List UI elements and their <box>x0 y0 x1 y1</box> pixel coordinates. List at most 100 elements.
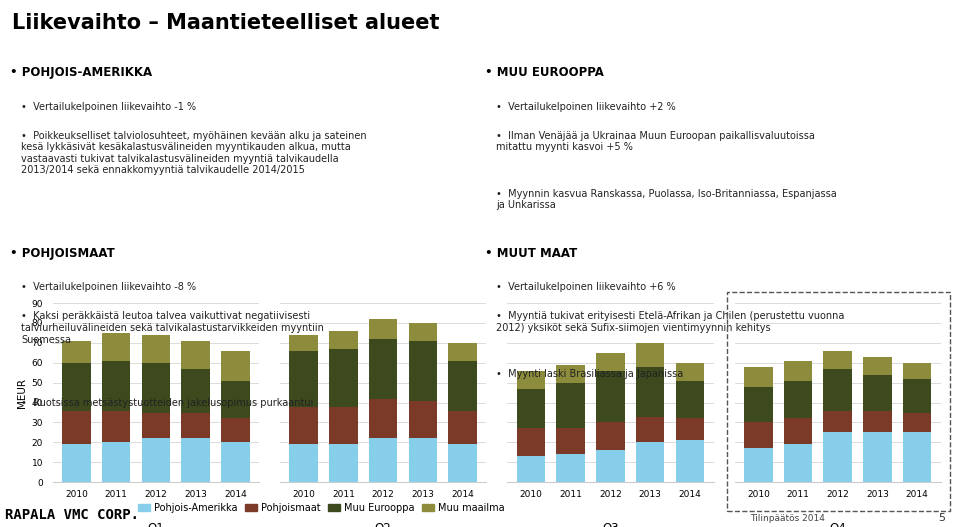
Bar <box>676 418 704 441</box>
Bar <box>181 341 210 369</box>
Bar <box>744 448 773 482</box>
Text: •  Myynnin kasvua Ranskassa, Puolassa, Iso-Britanniassa, Espanjassa
ja Unkarissa: • Myynnin kasvua Ranskassa, Puolassa, Is… <box>496 189 837 210</box>
Bar <box>448 343 477 361</box>
Bar <box>636 416 664 442</box>
Bar <box>902 363 931 379</box>
Bar <box>676 380 704 418</box>
Bar <box>596 370 625 423</box>
Bar <box>516 388 545 428</box>
Bar <box>448 444 477 482</box>
Bar <box>516 456 545 482</box>
Text: •  Myynti laski Brasiliassa ja Japanissa: • Myynti laski Brasiliassa ja Japanissa <box>496 369 684 379</box>
Bar <box>181 438 210 482</box>
Bar <box>290 444 318 482</box>
Bar <box>863 357 892 375</box>
Bar <box>516 370 545 388</box>
Bar <box>221 351 250 380</box>
Text: • POHJOIS-AMERIKKA: • POHJOIS-AMERIKKA <box>10 66 152 79</box>
Bar <box>783 380 812 418</box>
Text: • POHJOISMAAT: • POHJOISMAAT <box>10 247 114 260</box>
Bar <box>557 383 585 428</box>
Bar <box>409 341 437 401</box>
Text: •  Vertailukelpoinen liikevaihto -8 %: • Vertailukelpoinen liikevaihto -8 % <box>21 282 196 292</box>
Bar <box>636 367 664 416</box>
Text: Q4: Q4 <box>829 522 846 527</box>
Bar <box>290 406 318 444</box>
Bar <box>62 341 91 363</box>
Text: •  Kaksi peräkkäistä leutoa talvea vaikuttivat negatiivisesti
talviurheiluväline: • Kaksi peräkkäistä leutoa talvea vaikut… <box>21 311 324 345</box>
Bar <box>290 351 318 406</box>
Text: •  Vertailukelpoinen liikevaihto +6 %: • Vertailukelpoinen liikevaihto +6 % <box>496 282 676 292</box>
Text: 5: 5 <box>939 513 946 523</box>
Bar <box>596 423 625 451</box>
Text: RAPALA VMC CORP.: RAPALA VMC CORP. <box>5 508 139 522</box>
Bar <box>102 361 131 411</box>
Bar <box>596 353 625 370</box>
Text: Q3: Q3 <box>602 522 619 527</box>
Bar <box>824 369 852 411</box>
Bar <box>824 433 852 482</box>
Bar <box>221 442 250 482</box>
Bar <box>329 349 358 406</box>
Bar <box>783 418 812 444</box>
Bar <box>369 438 397 482</box>
Bar <box>181 413 210 438</box>
Bar <box>181 369 210 413</box>
Bar <box>744 367 773 387</box>
Bar <box>141 335 170 363</box>
Bar <box>62 444 91 482</box>
Bar <box>221 418 250 442</box>
Bar <box>369 398 397 438</box>
Bar <box>102 411 131 442</box>
Bar <box>448 411 477 444</box>
Text: Q2: Q2 <box>374 522 392 527</box>
Bar <box>824 411 852 433</box>
Text: Tilinpäätös 2014: Tilinpäätös 2014 <box>750 514 825 523</box>
Bar <box>221 380 250 418</box>
Bar <box>409 323 437 341</box>
Bar <box>863 411 892 433</box>
Bar <box>744 423 773 448</box>
Text: •  Poikkeukselliset talviolosuhteet, myöhäinen kevään alku ja sateinen
kesä lykk: • Poikkeukselliset talviolosuhteet, myöh… <box>21 131 367 175</box>
Bar <box>62 411 91 444</box>
Bar <box>676 441 704 482</box>
Bar <box>329 406 358 444</box>
Text: •  Ruotsissa metsästystuotteiden jakelusopimus purkaantui: • Ruotsissa metsästystuotteiden jakeluso… <box>21 398 314 408</box>
Bar <box>369 319 397 339</box>
Bar <box>744 387 773 423</box>
Text: Q1: Q1 <box>148 522 164 527</box>
Legend: Pohjois-Amerikka, Pohjoismaat, Muu Eurooppa, Muu maailma: Pohjois-Amerikka, Pohjoismaat, Muu Euroo… <box>134 499 508 517</box>
Bar <box>636 442 664 482</box>
Bar <box>824 351 852 369</box>
Bar <box>290 335 318 351</box>
Bar <box>557 365 585 383</box>
Bar <box>676 363 704 380</box>
Bar <box>141 363 170 413</box>
Bar <box>329 331 358 349</box>
Bar <box>557 454 585 482</box>
Bar <box>863 433 892 482</box>
Bar <box>902 413 931 433</box>
Y-axis label: MEUR: MEUR <box>17 378 28 407</box>
Bar <box>102 333 131 361</box>
Text: •  Ilman Venäjää ja Ukrainaa Muun Euroopan paikallisvaluutoissa
mitattu myynti k: • Ilman Venäjää ja Ukrainaa Muun Euroopa… <box>496 131 815 152</box>
Bar <box>557 428 585 454</box>
Bar <box>329 444 358 482</box>
Text: •  Vertailukelpoinen liikevaihto +2 %: • Vertailukelpoinen liikevaihto +2 % <box>496 102 676 112</box>
Bar <box>516 428 545 456</box>
Bar <box>141 413 170 438</box>
Bar <box>636 343 664 367</box>
Bar <box>902 379 931 413</box>
Bar <box>863 375 892 411</box>
Bar <box>448 361 477 411</box>
Bar <box>902 433 931 482</box>
Bar <box>409 438 437 482</box>
Bar <box>783 444 812 482</box>
Text: • MUUT MAAT: • MUUT MAAT <box>485 247 577 260</box>
Text: Liikevaihto – Maantieteelliset alueet: Liikevaihto – Maantieteelliset alueet <box>12 13 439 33</box>
Bar <box>62 363 91 411</box>
Text: • MUU EUROOPPA: • MUU EUROOPPA <box>485 66 604 79</box>
Bar <box>102 442 131 482</box>
Text: •  Myyntiä tukivat erityisesti Etelä-Afrikan ja Chilen (perustettu vuonna
2012) : • Myyntiä tukivat erityisesti Etelä-Afri… <box>496 311 845 333</box>
Bar <box>369 339 397 398</box>
